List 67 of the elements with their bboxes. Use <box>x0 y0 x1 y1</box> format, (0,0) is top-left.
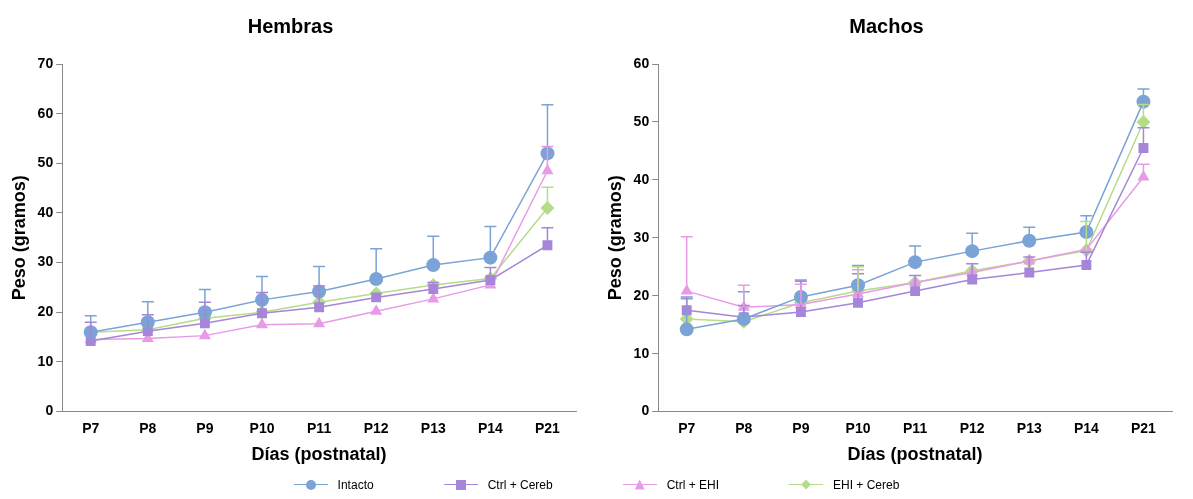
point <box>1022 233 1037 248</box>
point <box>371 292 382 303</box>
y-tick-label: 60 <box>633 54 650 71</box>
y-axis-title: Peso (gramos) <box>8 175 29 301</box>
point <box>1081 260 1092 270</box>
y-tick-label: 50 <box>633 112 650 129</box>
point <box>370 304 383 315</box>
y-tick-label: 40 <box>633 170 650 187</box>
point <box>426 258 441 273</box>
point <box>369 272 384 287</box>
x-axis-title: Días (postnatal) <box>251 444 387 465</box>
y-tick-label: 20 <box>37 303 54 320</box>
x-tick-label: P13 <box>420 419 446 436</box>
point <box>314 302 325 313</box>
y-tick-label: 20 <box>633 286 650 303</box>
x-tick-label: P7 <box>678 419 696 436</box>
x-tick-label: P11 <box>903 419 928 436</box>
x-tick-label: P10 <box>845 419 871 436</box>
x-tick-label: P12 <box>363 419 389 436</box>
x-tick-label: P9 <box>792 419 810 436</box>
y-tick-label: 10 <box>633 344 650 361</box>
x-tick-label: P8 <box>139 419 157 436</box>
point <box>1079 225 1094 240</box>
legend-label: Ctrl + EHI <box>666 477 720 492</box>
point <box>965 244 980 259</box>
point <box>540 201 555 216</box>
point <box>1024 267 1035 278</box>
x-tick-label: P13 <box>1016 419 1042 436</box>
point <box>910 286 921 297</box>
x-tick-label: P9 <box>196 419 214 436</box>
y-tick-label: 50 <box>37 154 54 171</box>
point <box>198 328 211 340</box>
y-tick-label: 0 <box>45 402 54 419</box>
point <box>485 275 496 285</box>
y-tick-label: 30 <box>633 228 650 245</box>
point <box>483 250 498 265</box>
y-tick-label: 60 <box>37 104 54 121</box>
x-tick-label: P10 <box>249 419 275 436</box>
x-tick-label: P8 <box>735 419 753 436</box>
y-tick-label: 30 <box>37 253 54 270</box>
y-tick-label: 0 <box>641 402 650 419</box>
point <box>428 284 439 294</box>
chart-title: Hembras <box>247 14 334 37</box>
x-tick-label: P12 <box>959 419 985 436</box>
y-axis-title: Peso (gramos) <box>604 175 625 301</box>
legend-label: EHI + Cereb <box>833 477 900 492</box>
x-tick-label: P7 <box>82 419 100 436</box>
point <box>908 255 923 270</box>
x-tick-label: P21 <box>534 419 561 436</box>
point <box>679 322 694 337</box>
point <box>853 297 863 308</box>
legend-label: Ctrl + Cereb <box>487 477 553 492</box>
x-tick-label: P14 <box>477 419 504 436</box>
point <box>795 307 806 317</box>
x-tick-label: P14 <box>1073 419 1100 436</box>
y-tick-label: 70 <box>37 54 54 71</box>
legend-label: Intacto <box>337 477 374 492</box>
y-tick-label: 40 <box>37 203 54 220</box>
x-axis-title: Días (postnatal) <box>847 444 983 465</box>
x-tick-label: P11 <box>307 419 332 436</box>
point <box>680 284 693 295</box>
point <box>255 317 269 329</box>
x-tick-label: P21 <box>1130 419 1157 436</box>
chart-title: Machos <box>849 14 924 37</box>
y-tick-label: 10 <box>37 352 54 369</box>
point <box>313 316 326 328</box>
point <box>681 305 692 316</box>
